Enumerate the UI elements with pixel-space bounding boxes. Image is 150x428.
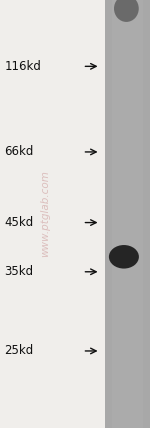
Bar — [112, 0, 143, 428]
Text: 66kd: 66kd — [4, 146, 34, 158]
Text: www.ptglab.com: www.ptglab.com — [40, 171, 50, 257]
Text: 45kd: 45kd — [4, 216, 34, 229]
Ellipse shape — [114, 0, 139, 22]
Ellipse shape — [109, 245, 139, 269]
Bar — [105, 0, 150, 428]
Text: 25kd: 25kd — [4, 345, 34, 357]
Text: 35kd: 35kd — [4, 265, 34, 278]
Text: 116kd: 116kd — [4, 60, 41, 73]
